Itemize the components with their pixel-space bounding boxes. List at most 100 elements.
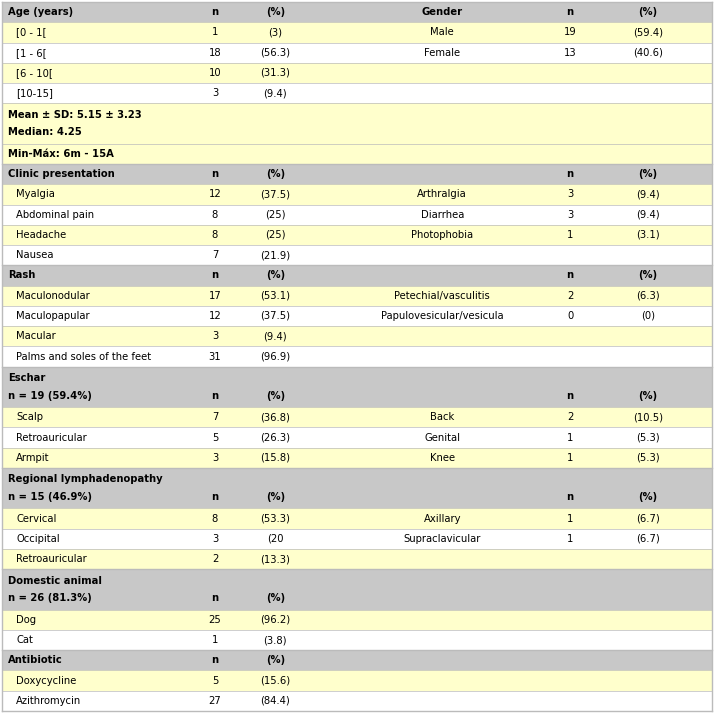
Text: (31.3): (31.3)	[261, 68, 291, 78]
Text: Female: Female	[424, 48, 461, 58]
Bar	[2, 650, 712, 670]
Text: (25): (25)	[265, 210, 286, 220]
Text: [6 - 10[: [6 - 10[	[16, 68, 53, 78]
Text: Maculonodular: Maculonodular	[16, 291, 90, 301]
Text: (%): (%)	[266, 7, 285, 17]
Text: Occipital: Occipital	[16, 534, 60, 544]
Text: 18: 18	[208, 48, 221, 58]
Text: (96.2): (96.2)	[261, 615, 291, 625]
Bar	[2, 43, 712, 63]
Text: Cat: Cat	[16, 635, 33, 645]
Text: (%): (%)	[638, 7, 658, 17]
Bar	[2, 630, 712, 650]
Bar	[2, 205, 712, 225]
Text: (13.3): (13.3)	[261, 554, 291, 564]
Text: (37.5): (37.5)	[261, 311, 291, 321]
Text: Azithromycin: Azithromycin	[16, 696, 81, 706]
Text: [10-15]: [10-15]	[16, 88, 53, 98]
Text: Papulovesicular/vesicula: Papulovesicular/vesicula	[381, 311, 503, 321]
Text: 3: 3	[567, 210, 573, 220]
Text: (21.9): (21.9)	[261, 250, 291, 260]
Text: n = 19 (59.4%): n = 19 (59.4%)	[8, 391, 91, 401]
Text: [1 - 6[: [1 - 6[	[16, 48, 47, 58]
Text: Axillary: Axillary	[423, 513, 461, 523]
Bar	[2, 63, 712, 83]
Text: 8: 8	[212, 513, 218, 523]
Text: 13: 13	[563, 48, 576, 58]
Bar	[2, 225, 712, 245]
Bar	[2, 103, 712, 144]
Text: 5: 5	[212, 433, 218, 443]
Text: Domestic animal: Domestic animal	[8, 575, 101, 585]
Text: Palms and soles of the feet: Palms and soles of the feet	[16, 352, 151, 361]
Text: Scalp: Scalp	[16, 412, 44, 422]
Text: Armpit: Armpit	[16, 453, 50, 463]
Text: (40.6): (40.6)	[633, 48, 663, 58]
Bar	[2, 610, 712, 630]
Text: Doxycycline: Doxycycline	[16, 676, 76, 686]
Text: (3): (3)	[268, 27, 282, 37]
Text: (25): (25)	[265, 230, 286, 240]
Text: (5.3): (5.3)	[636, 453, 660, 463]
Text: n: n	[211, 169, 218, 179]
Bar	[2, 508, 712, 528]
Text: Nausea: Nausea	[16, 250, 54, 260]
Text: (9.4): (9.4)	[636, 210, 660, 220]
Bar	[2, 549, 712, 569]
Text: (%): (%)	[638, 169, 658, 179]
Text: n: n	[211, 492, 218, 502]
Text: (3.1): (3.1)	[636, 230, 660, 240]
Text: Mean ± SD: 5.15 ± 3.23: Mean ± SD: 5.15 ± 3.23	[8, 110, 141, 120]
Text: 27: 27	[208, 696, 221, 706]
Bar	[2, 326, 712, 347]
Text: 12: 12	[208, 190, 221, 200]
Bar	[2, 670, 712, 691]
Text: (84.4): (84.4)	[261, 696, 290, 706]
Text: Rash: Rash	[8, 270, 35, 280]
Bar	[2, 144, 712, 164]
Text: (10.5): (10.5)	[633, 412, 663, 422]
Text: 12: 12	[208, 311, 221, 321]
Bar	[2, 164, 712, 185]
Text: Male: Male	[431, 27, 454, 37]
Text: (%): (%)	[638, 270, 658, 280]
Text: Eschar: Eschar	[8, 373, 45, 383]
Text: 3: 3	[212, 453, 218, 463]
Text: 17: 17	[208, 291, 221, 301]
Text: Dog: Dog	[16, 615, 36, 625]
Text: Min-Máx: 6m - 15A: Min-Máx: 6m - 15A	[8, 149, 114, 159]
Text: 1: 1	[567, 433, 573, 443]
Text: 8: 8	[212, 210, 218, 220]
Text: Age (years): Age (years)	[8, 7, 73, 17]
Bar	[2, 528, 712, 549]
Text: 3: 3	[212, 332, 218, 342]
Text: n: n	[211, 7, 218, 17]
Text: 3: 3	[567, 190, 573, 200]
Text: Gender: Gender	[422, 7, 463, 17]
Bar	[2, 286, 712, 306]
Text: (%): (%)	[638, 391, 658, 401]
Text: Clinic presentation: Clinic presentation	[8, 169, 114, 179]
Text: Genital: Genital	[424, 433, 461, 443]
Text: Diarrhea: Diarrhea	[421, 210, 464, 220]
Text: (9.4): (9.4)	[263, 332, 287, 342]
Text: (%): (%)	[266, 391, 285, 401]
Text: [0 - 1[: [0 - 1[	[16, 27, 46, 37]
Text: Antibiotic: Antibiotic	[8, 655, 62, 665]
Text: 7: 7	[212, 250, 218, 260]
Text: (0): (0)	[641, 311, 655, 321]
Text: (96.9): (96.9)	[261, 352, 291, 361]
Text: 19: 19	[563, 27, 576, 37]
Bar	[2, 2, 712, 22]
Bar	[2, 366, 712, 407]
Text: n: n	[566, 492, 573, 502]
Text: (6.7): (6.7)	[636, 534, 660, 544]
Text: (53.3): (53.3)	[261, 513, 291, 523]
Bar	[2, 569, 712, 610]
Text: (15.8): (15.8)	[261, 453, 291, 463]
Text: (5.3): (5.3)	[636, 433, 660, 443]
Text: Petechial/vasculitis: Petechial/vasculitis	[394, 291, 490, 301]
Text: (%): (%)	[266, 270, 285, 280]
Bar	[2, 83, 712, 103]
Text: Regional lymphadenopathy: Regional lymphadenopathy	[8, 474, 162, 484]
